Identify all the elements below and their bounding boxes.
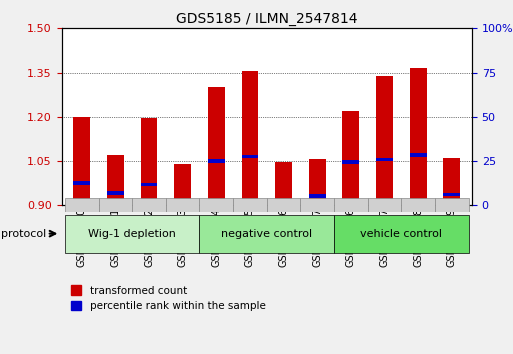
FancyBboxPatch shape: [435, 198, 468, 212]
FancyBboxPatch shape: [301, 198, 334, 212]
FancyBboxPatch shape: [65, 215, 200, 253]
Bar: [343, 111, 359, 205]
FancyBboxPatch shape: [166, 198, 200, 212]
Bar: [174, 164, 191, 205]
Bar: [107, 192, 124, 195]
Bar: [208, 159, 225, 162]
Bar: [107, 155, 124, 205]
Text: Wig-1 depletion: Wig-1 depletion: [88, 229, 176, 239]
Bar: [242, 71, 259, 205]
Text: negative control: negative control: [221, 229, 312, 239]
FancyBboxPatch shape: [334, 215, 468, 253]
FancyBboxPatch shape: [65, 198, 98, 212]
Bar: [410, 153, 426, 156]
Text: vehicle control: vehicle control: [360, 229, 442, 239]
Bar: [309, 194, 326, 198]
FancyBboxPatch shape: [334, 198, 368, 212]
Legend: transformed count, percentile rank within the sample: transformed count, percentile rank withi…: [67, 281, 270, 315]
Bar: [343, 160, 359, 164]
Bar: [410, 68, 426, 205]
FancyBboxPatch shape: [200, 215, 334, 253]
FancyBboxPatch shape: [267, 198, 301, 212]
Bar: [141, 118, 157, 205]
Bar: [443, 158, 460, 205]
Text: protocol: protocol: [1, 229, 46, 239]
Bar: [376, 75, 393, 205]
Bar: [376, 158, 393, 161]
FancyBboxPatch shape: [132, 198, 166, 212]
FancyBboxPatch shape: [233, 198, 267, 212]
Bar: [443, 193, 460, 196]
Bar: [73, 117, 90, 205]
Bar: [174, 200, 191, 204]
Bar: [242, 155, 259, 158]
FancyBboxPatch shape: [368, 198, 401, 212]
Bar: [73, 181, 90, 185]
FancyBboxPatch shape: [200, 198, 233, 212]
FancyBboxPatch shape: [401, 198, 435, 212]
Title: GDS5185 / ILMN_2547814: GDS5185 / ILMN_2547814: [176, 12, 358, 26]
Bar: [309, 159, 326, 205]
FancyBboxPatch shape: [98, 198, 132, 212]
Bar: [141, 183, 157, 186]
Bar: [275, 199, 292, 202]
Bar: [208, 87, 225, 205]
Bar: [275, 162, 292, 205]
